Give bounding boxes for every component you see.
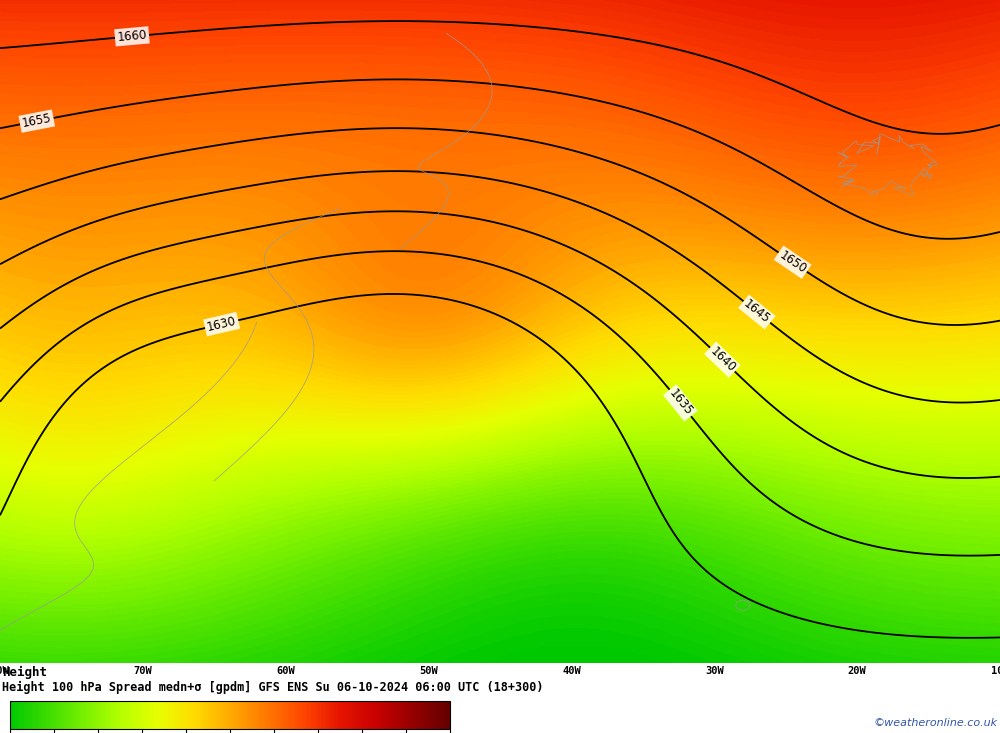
- Text: Height: Height: [2, 666, 47, 679]
- Text: 80W: 80W: [0, 666, 9, 677]
- Text: 70W: 70W: [133, 666, 152, 677]
- Text: ©weatheronline.co.uk: ©weatheronline.co.uk: [874, 718, 998, 728]
- Text: 1650: 1650: [777, 248, 809, 276]
- Text: 1635: 1635: [666, 387, 695, 419]
- Text: 1645: 1645: [741, 298, 773, 326]
- Text: 20W: 20W: [848, 666, 867, 677]
- Text: 30W: 30W: [705, 666, 724, 677]
- Text: 1660: 1660: [117, 29, 147, 44]
- Text: 1655: 1655: [21, 112, 53, 130]
- Text: 10W: 10W: [991, 666, 1000, 677]
- Text: 50W: 50W: [419, 666, 438, 677]
- Text: 1630: 1630: [206, 314, 238, 334]
- Text: Height 100 hPa Spread medn+σ [gpdm] GFS ENS Su 06-10-2024 06:00 UTC (18+300): Height 100 hPa Spread medn+σ [gpdm] GFS …: [2, 681, 544, 694]
- Text: 40W: 40W: [562, 666, 581, 677]
- Text: 60W: 60W: [276, 666, 295, 677]
- Text: 1640: 1640: [707, 345, 738, 375]
